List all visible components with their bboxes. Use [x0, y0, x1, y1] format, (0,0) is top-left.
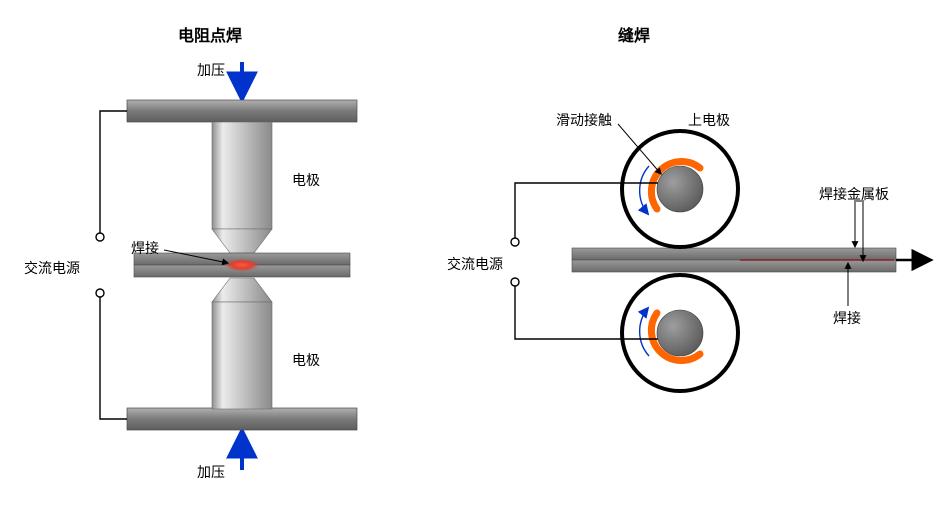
top-electrode-tip	[212, 229, 272, 253]
electrode-bottom-label: 电极	[292, 350, 320, 370]
bottom-wheel	[622, 275, 738, 391]
terminal-bottom-r-icon	[511, 278, 519, 286]
weld-label-r: 焊接	[833, 308, 861, 328]
weld-spot-icon	[226, 259, 258, 271]
bottom-electrode	[212, 302, 272, 409]
top-electrode	[212, 122, 272, 229]
right-title: 缝焊	[618, 22, 650, 46]
electrode-top-label: 电极	[292, 170, 320, 190]
spot-weld-diagram	[96, 62, 357, 470]
weld-metal-plate-label: 焊接金属板	[819, 184, 889, 204]
weld-label: 焊接	[131, 238, 159, 258]
terminal-top-r-icon	[511, 238, 519, 246]
sheet-top-r	[572, 248, 896, 260]
seam-weld-diagram	[511, 124, 930, 391]
sheet-bottom-r	[572, 260, 896, 272]
wire-top	[100, 111, 127, 233]
pressure-top-label: 加压	[197, 60, 225, 80]
left-title: 电阻点焊	[178, 22, 242, 46]
bottom-plate	[127, 408, 357, 430]
terminal-top-icon	[96, 233, 104, 241]
terminal-bottom-icon	[96, 289, 104, 297]
ac-power-label: 交流电源	[24, 258, 80, 278]
upper-electrode-label: 上电极	[688, 110, 730, 130]
pressure-bottom-label: 加压	[197, 462, 225, 482]
bottom-electrode-tip	[212, 278, 272, 302]
sliding-contact-label: 滑动接触	[556, 110, 612, 130]
ac-power-label-r: 交流电源	[447, 254, 503, 274]
top-plate	[127, 100, 357, 122]
wire-bottom	[100, 297, 127, 419]
